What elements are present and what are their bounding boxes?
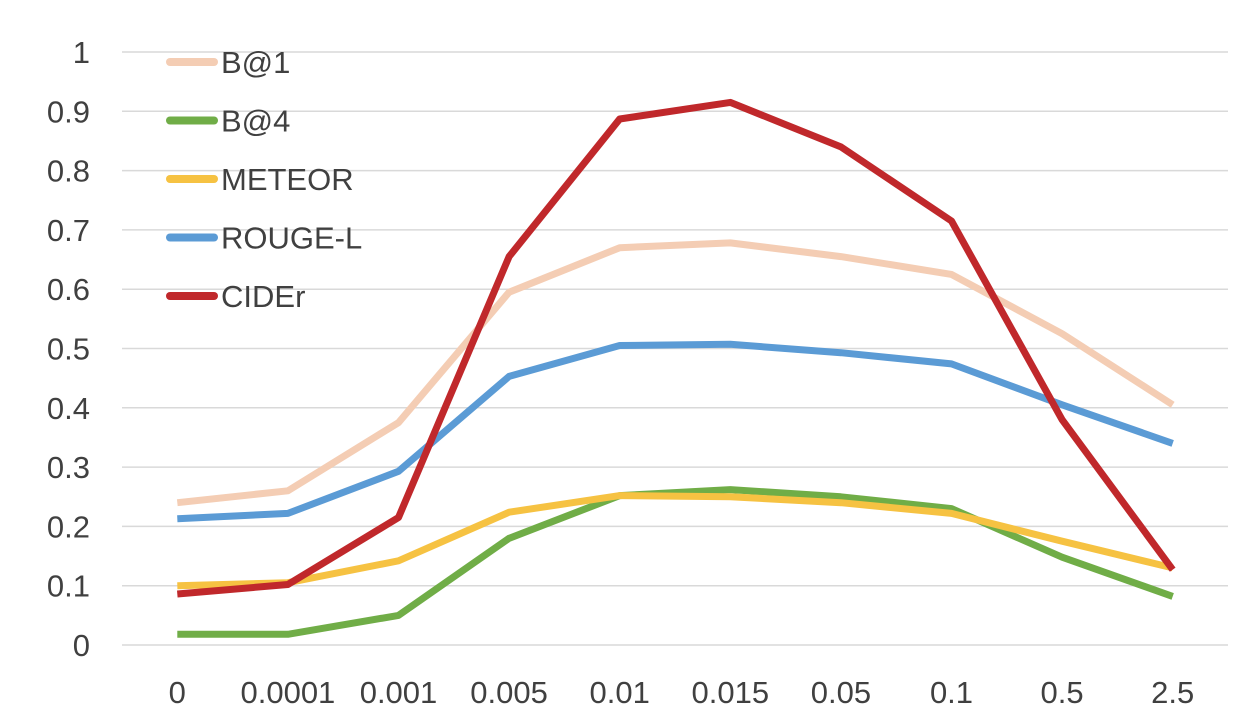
data-point bbox=[395, 612, 402, 619]
x-tick-label: 0 bbox=[169, 675, 186, 710]
data-point bbox=[837, 349, 844, 356]
data-point bbox=[174, 499, 181, 506]
data-point bbox=[837, 253, 844, 260]
gridlines bbox=[122, 51, 1228, 646]
y-tick-label: 0.9 bbox=[47, 94, 90, 129]
x-axis-ticks: 0 0.0001 0.001 0.005 0.01 0.015 0.05 0.1 0.5 2.5 bbox=[169, 675, 1195, 710]
y-tick-label: 1 bbox=[73, 35, 90, 70]
data-point bbox=[395, 557, 402, 564]
data-point bbox=[1169, 593, 1176, 600]
data-point bbox=[284, 487, 291, 494]
y-tick-label: 0.6 bbox=[47, 272, 90, 307]
data-point bbox=[948, 271, 955, 278]
x-tick-label: 0.5 bbox=[1041, 675, 1084, 710]
x-tick-label: 0.015 bbox=[692, 675, 770, 710]
data-point bbox=[727, 341, 734, 348]
data-point bbox=[395, 514, 402, 521]
data-point bbox=[1169, 566, 1176, 573]
series-line-b-4 bbox=[177, 486, 1174, 638]
series-lines bbox=[174, 98, 1176, 638]
y-axis-ticks: 0 0.1 0.2 0.3 0.4 0.5 0.6 0.7 0.8 0.9 1 bbox=[47, 35, 90, 663]
x-tick-label: 0.0001 bbox=[240, 675, 335, 710]
data-point bbox=[616, 342, 623, 349]
legend-label: CIDEr bbox=[221, 279, 305, 314]
data-point bbox=[948, 360, 955, 367]
series-line-meteor bbox=[177, 492, 1174, 590]
data-point bbox=[1059, 416, 1066, 423]
series-line-rouge-l bbox=[177, 340, 1174, 523]
data-point bbox=[506, 253, 513, 260]
data-point bbox=[1059, 538, 1066, 545]
y-tick-label: 0.5 bbox=[47, 332, 90, 367]
y-tick-label: 0.8 bbox=[47, 154, 90, 189]
y-tick-label: 0.4 bbox=[47, 391, 90, 426]
data-point bbox=[616, 244, 623, 251]
data-point bbox=[174, 591, 181, 598]
data-point bbox=[174, 515, 181, 522]
y-tick-label: 0.2 bbox=[47, 509, 90, 544]
y-tick-label: 0.3 bbox=[47, 450, 90, 485]
data-point bbox=[284, 631, 291, 638]
data-point bbox=[1059, 554, 1066, 561]
legend-label: B@4 bbox=[221, 104, 290, 139]
series-line-b-1 bbox=[176, 239, 1175, 507]
data-point bbox=[837, 143, 844, 150]
legend-label: ROUGE-L bbox=[221, 221, 362, 256]
data-point bbox=[284, 510, 291, 517]
data-point bbox=[395, 468, 402, 475]
data-point bbox=[727, 99, 734, 106]
x-tick-label: 0.05 bbox=[811, 675, 871, 710]
legend-label: METEOR bbox=[221, 162, 354, 197]
x-tick-label: 0.01 bbox=[590, 675, 650, 710]
data-point bbox=[1169, 440, 1176, 447]
x-tick-label: 0.001 bbox=[360, 675, 438, 710]
data-point bbox=[174, 582, 181, 589]
data-point bbox=[506, 509, 513, 516]
y-tick-label: 0.1 bbox=[47, 569, 90, 604]
x-tick-label: 2.5 bbox=[1151, 675, 1194, 710]
data-point bbox=[616, 116, 623, 123]
y-tick-label: 0 bbox=[73, 628, 90, 663]
data-point bbox=[837, 499, 844, 506]
data-point bbox=[727, 239, 734, 246]
y-tick-label: 0.7 bbox=[47, 213, 90, 248]
data-point bbox=[616, 492, 623, 499]
data-point bbox=[284, 581, 291, 588]
data-point bbox=[948, 218, 955, 225]
data-point bbox=[727, 486, 734, 493]
data-point bbox=[174, 631, 181, 638]
legend: B@1 B@4 METEOR ROUGE-L CIDEr bbox=[166, 45, 362, 314]
series-line-cider bbox=[177, 98, 1176, 598]
data-point bbox=[1169, 401, 1176, 408]
data-point bbox=[1059, 330, 1066, 337]
data-point bbox=[506, 373, 513, 380]
x-tick-label: 0.005 bbox=[470, 675, 548, 710]
data-point bbox=[506, 289, 513, 296]
x-tick-label: 0.1 bbox=[930, 675, 973, 710]
data-point bbox=[506, 535, 513, 542]
data-point bbox=[1059, 401, 1066, 408]
data-point bbox=[948, 510, 955, 517]
legend-label: B@1 bbox=[221, 45, 290, 80]
data-point bbox=[395, 419, 402, 426]
data-point bbox=[727, 493, 734, 500]
